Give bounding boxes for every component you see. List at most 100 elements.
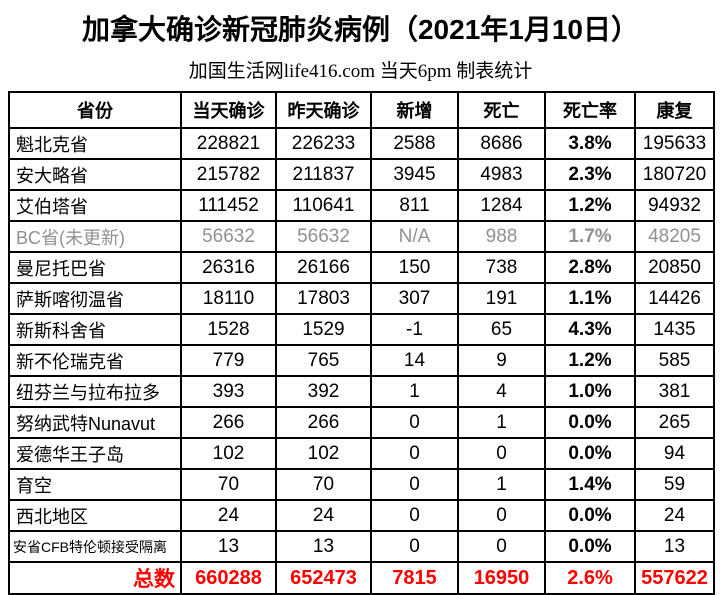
yesterday-cell: 70 [275,468,372,501]
table-row: 爱德华王子岛 102 102 0 0 0.0% 94 [8,437,715,470]
column-header-new: 新增 [370,91,459,129]
deaths-cell: 191 [457,282,546,315]
new-cell: -1 [370,313,459,346]
new-cell: 0 [370,437,459,470]
table-row: 魁北克省 228821 226233 2588 8686 3.8% 195633 [8,127,715,160]
death_rate-cell: 1.1% [544,282,636,315]
deaths-cell: 0 [457,437,546,470]
new-cell: 811 [370,189,459,222]
new-cell: 1 [370,375,459,408]
death_rate-cell: 0.0% [544,406,636,439]
recovered-cell: 94932 [634,189,715,222]
new-cell: 14 [370,344,459,377]
death_rate-cell: 1.4% [544,468,636,501]
yesterday-cell: 266 [275,406,372,439]
table-row: 新不伦瑞克省 779 765 14 9 1.2% 585 [8,344,715,377]
recovered-cell: 1435 [634,313,715,346]
recovered-cell: 48205 [634,220,715,253]
death_rate-cell: 3.8% [544,127,636,160]
deaths-cell: 1 [457,468,546,501]
recovered-cell: 94 [634,437,715,470]
today-cell: 393 [180,375,277,408]
today-cell: 228821 [180,127,277,160]
death_rate-cell: 1.2% [544,189,636,222]
recovered-cell: 180720 [634,158,715,191]
province-cell: 安省CFB特伦顿接受隔离 [8,530,182,563]
province-cell: 曼尼托巴省 [8,251,182,284]
death_rate-cell: 2.8% [544,251,636,284]
yesterday-cell: 392 [275,375,372,408]
table-header: 省份 当天确诊 昨天确诊 新增 死亡 死亡率 康复 [8,91,715,129]
table-body: 魁北克省 228821 226233 2588 8686 3.8% 195633 安大略省 21… [8,127,715,595]
yesterday-cell: 110641 [275,189,372,222]
today-cell: 660288 [180,561,277,595]
deaths-cell: 16950 [457,561,546,595]
new-cell: 0 [370,468,459,501]
death_rate-cell: 0.0% [544,499,636,532]
recovered-cell: 59 [634,468,715,501]
column-header-today: 当天确诊 [180,91,277,129]
yesterday-cell: 1529 [275,313,372,346]
today-cell: 266 [180,406,277,439]
new-cell: 307 [370,282,459,315]
table-row: 萨斯喀彻温省 18110 17803 307 191 1.1% 14426 [8,282,715,315]
new-cell: 0 [370,530,459,563]
recovered-cell: 381 [634,375,715,408]
today-cell: 111452 [180,189,277,222]
yesterday-cell: 56632 [275,220,372,253]
page-title: 加拿大确诊新冠肺炎病例（2021年1月10日） [81,14,639,45]
table-row: 西北地区 24 24 0 0 0.0% 24 [8,499,715,532]
table-row: 艾伯塔省 111452 110641 811 1284 1.2% 94932 [8,189,715,222]
yesterday-cell: 226233 [275,127,372,160]
table-row: 曼尼托巴省 26316 26166 150 738 2.8% 20850 [8,251,715,284]
today-cell: 1528 [180,313,277,346]
yesterday-cell: 17803 [275,282,372,315]
table-row: 努纳武特Nunavut 266 266 0 1 0.0% 265 [8,406,715,439]
table-row: 纽芬兰与拉布拉多 393 392 1 4 1.0% 381 [8,375,715,408]
province-cell: 萨斯喀彻温省 [8,282,182,315]
province-cell: 艾伯塔省 [8,189,182,222]
death_rate-cell: 1.7% [544,220,636,253]
table-row: 安省CFB特伦顿接受隔离 13 13 0 0 0.0% 13 [8,530,715,563]
deaths-cell: 738 [457,251,546,284]
yesterday-cell: 211837 [275,158,372,191]
table-row: BC省(未更新) 56632 56632 N/A 988 1.7% 48205 [8,220,715,253]
deaths-cell: 4983 [457,158,546,191]
province-cell: 魁北克省 [8,127,182,160]
new-cell: 2588 [370,127,459,160]
new-cell: 0 [370,499,459,532]
recovered-cell: 20850 [634,251,715,284]
yesterday-cell: 765 [275,344,372,377]
province-cell: 纽芬兰与拉布拉多 [8,375,182,408]
column-header-recovered: 康复 [634,91,715,129]
column-header-death_rate: 死亡率 [544,91,636,129]
today-cell: 18110 [180,282,277,315]
deaths-cell: 0 [457,530,546,563]
death_rate-cell: 2.6% [544,561,636,595]
today-cell: 56632 [180,220,277,253]
province-cell: BC省(未更新) [8,220,182,253]
recovered-cell: 24 [634,499,715,532]
table-row: 育空 70 70 0 1 1.4% 59 [8,468,715,501]
yesterday-cell: 24 [275,499,372,532]
recovered-cell: 195633 [634,127,715,160]
today-cell: 26316 [180,251,277,284]
table-row: 新斯科舍省 1528 1529 -1 65 4.3% 1435 [8,313,715,346]
deaths-cell: 4 [457,375,546,408]
new-cell: N/A [370,220,459,253]
recovered-cell: 557622 [634,561,715,595]
deaths-cell: 9 [457,344,546,377]
death_rate-cell: 1.0% [544,375,636,408]
new-cell: 0 [370,406,459,439]
death_rate-cell: 0.0% [544,437,636,470]
recovered-cell: 13 [634,530,715,563]
province-cell: 西北地区 [8,499,182,532]
column-header-yesterday: 昨天确诊 [275,91,372,129]
table-row: 安大略省 215782 211837 3945 4983 2.3% 180720 [8,158,715,191]
covid-stats-table: 省份 当天确诊 昨天确诊 新增 死亡 死亡率 康复 魁北克省 228821 226233 2588… [8,91,715,595]
province-cell: 新不伦瑞克省 [8,344,182,377]
yesterday-cell: 26166 [275,251,372,284]
deaths-cell: 8686 [457,127,546,160]
new-cell: 3945 [370,158,459,191]
